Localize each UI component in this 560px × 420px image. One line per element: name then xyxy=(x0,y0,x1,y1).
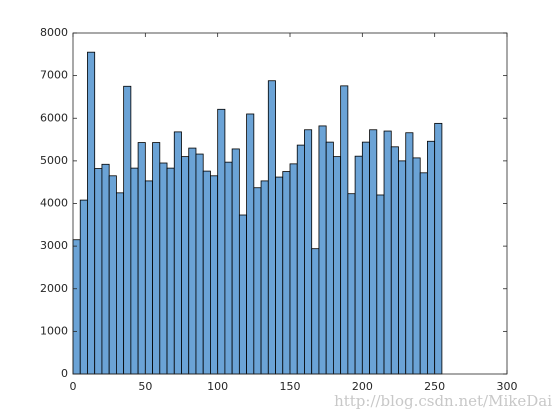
bar xyxy=(405,132,414,375)
bar xyxy=(311,248,320,375)
bar xyxy=(72,239,81,375)
bar xyxy=(282,171,291,375)
bar xyxy=(419,172,428,375)
bar xyxy=(427,140,436,375)
bar xyxy=(434,122,443,375)
y-tick-label: 2000 xyxy=(40,282,68,295)
bar xyxy=(101,163,110,375)
bar xyxy=(231,148,240,375)
bar xyxy=(267,80,276,375)
bar xyxy=(383,130,392,375)
bar xyxy=(166,167,175,375)
bar xyxy=(79,199,88,375)
bar xyxy=(137,142,146,375)
bar xyxy=(181,156,190,375)
bar xyxy=(246,113,255,375)
y-tick-label: 0 xyxy=(61,367,68,380)
x-tick-label: 50 xyxy=(138,380,152,393)
bar xyxy=(361,141,370,375)
bar xyxy=(202,170,211,375)
bar xyxy=(108,175,117,375)
bar xyxy=(94,168,103,375)
bar xyxy=(369,129,378,375)
x-tick-label: 150 xyxy=(280,380,301,393)
y-tick-label: 5000 xyxy=(40,154,68,167)
y-tick-label: 7000 xyxy=(40,69,68,82)
x-tick-label: 250 xyxy=(424,380,445,393)
bar xyxy=(289,163,298,375)
bar xyxy=(318,125,327,375)
y-tick-label: 4000 xyxy=(40,197,68,210)
bar xyxy=(304,129,313,375)
x-tick-label: 100 xyxy=(207,380,228,393)
bar xyxy=(87,51,96,375)
bar xyxy=(144,180,153,375)
bar xyxy=(376,194,385,375)
y-tick-label: 8000 xyxy=(40,26,68,39)
bar xyxy=(325,141,334,375)
bar xyxy=(217,108,226,375)
y-tick-label: 6000 xyxy=(40,111,68,124)
bar xyxy=(347,193,356,375)
bar xyxy=(130,167,139,375)
watermark: http://blog.csdn.net/MikeDai xyxy=(334,392,552,410)
bar xyxy=(340,85,349,375)
bar xyxy=(332,156,342,375)
bar xyxy=(159,162,168,375)
x-tick-label: 0 xyxy=(70,380,77,393)
bar xyxy=(152,142,161,375)
bar xyxy=(224,161,233,375)
bar xyxy=(412,157,421,375)
y-tick-label: 3000 xyxy=(40,239,68,252)
bar xyxy=(123,85,132,375)
bar xyxy=(116,192,125,375)
bar xyxy=(210,175,219,375)
bar xyxy=(195,153,204,375)
bar xyxy=(188,147,197,375)
bar xyxy=(238,214,248,375)
bar xyxy=(398,160,407,375)
bar xyxy=(390,146,399,375)
bar xyxy=(253,187,262,375)
bar xyxy=(354,155,363,375)
bar xyxy=(173,131,182,375)
bar xyxy=(275,176,284,375)
bar xyxy=(296,144,305,375)
x-tick-label: 300 xyxy=(497,380,518,393)
bar xyxy=(260,180,269,375)
y-tick-label: 1000 xyxy=(40,324,68,337)
x-tick-label: 200 xyxy=(352,380,373,393)
